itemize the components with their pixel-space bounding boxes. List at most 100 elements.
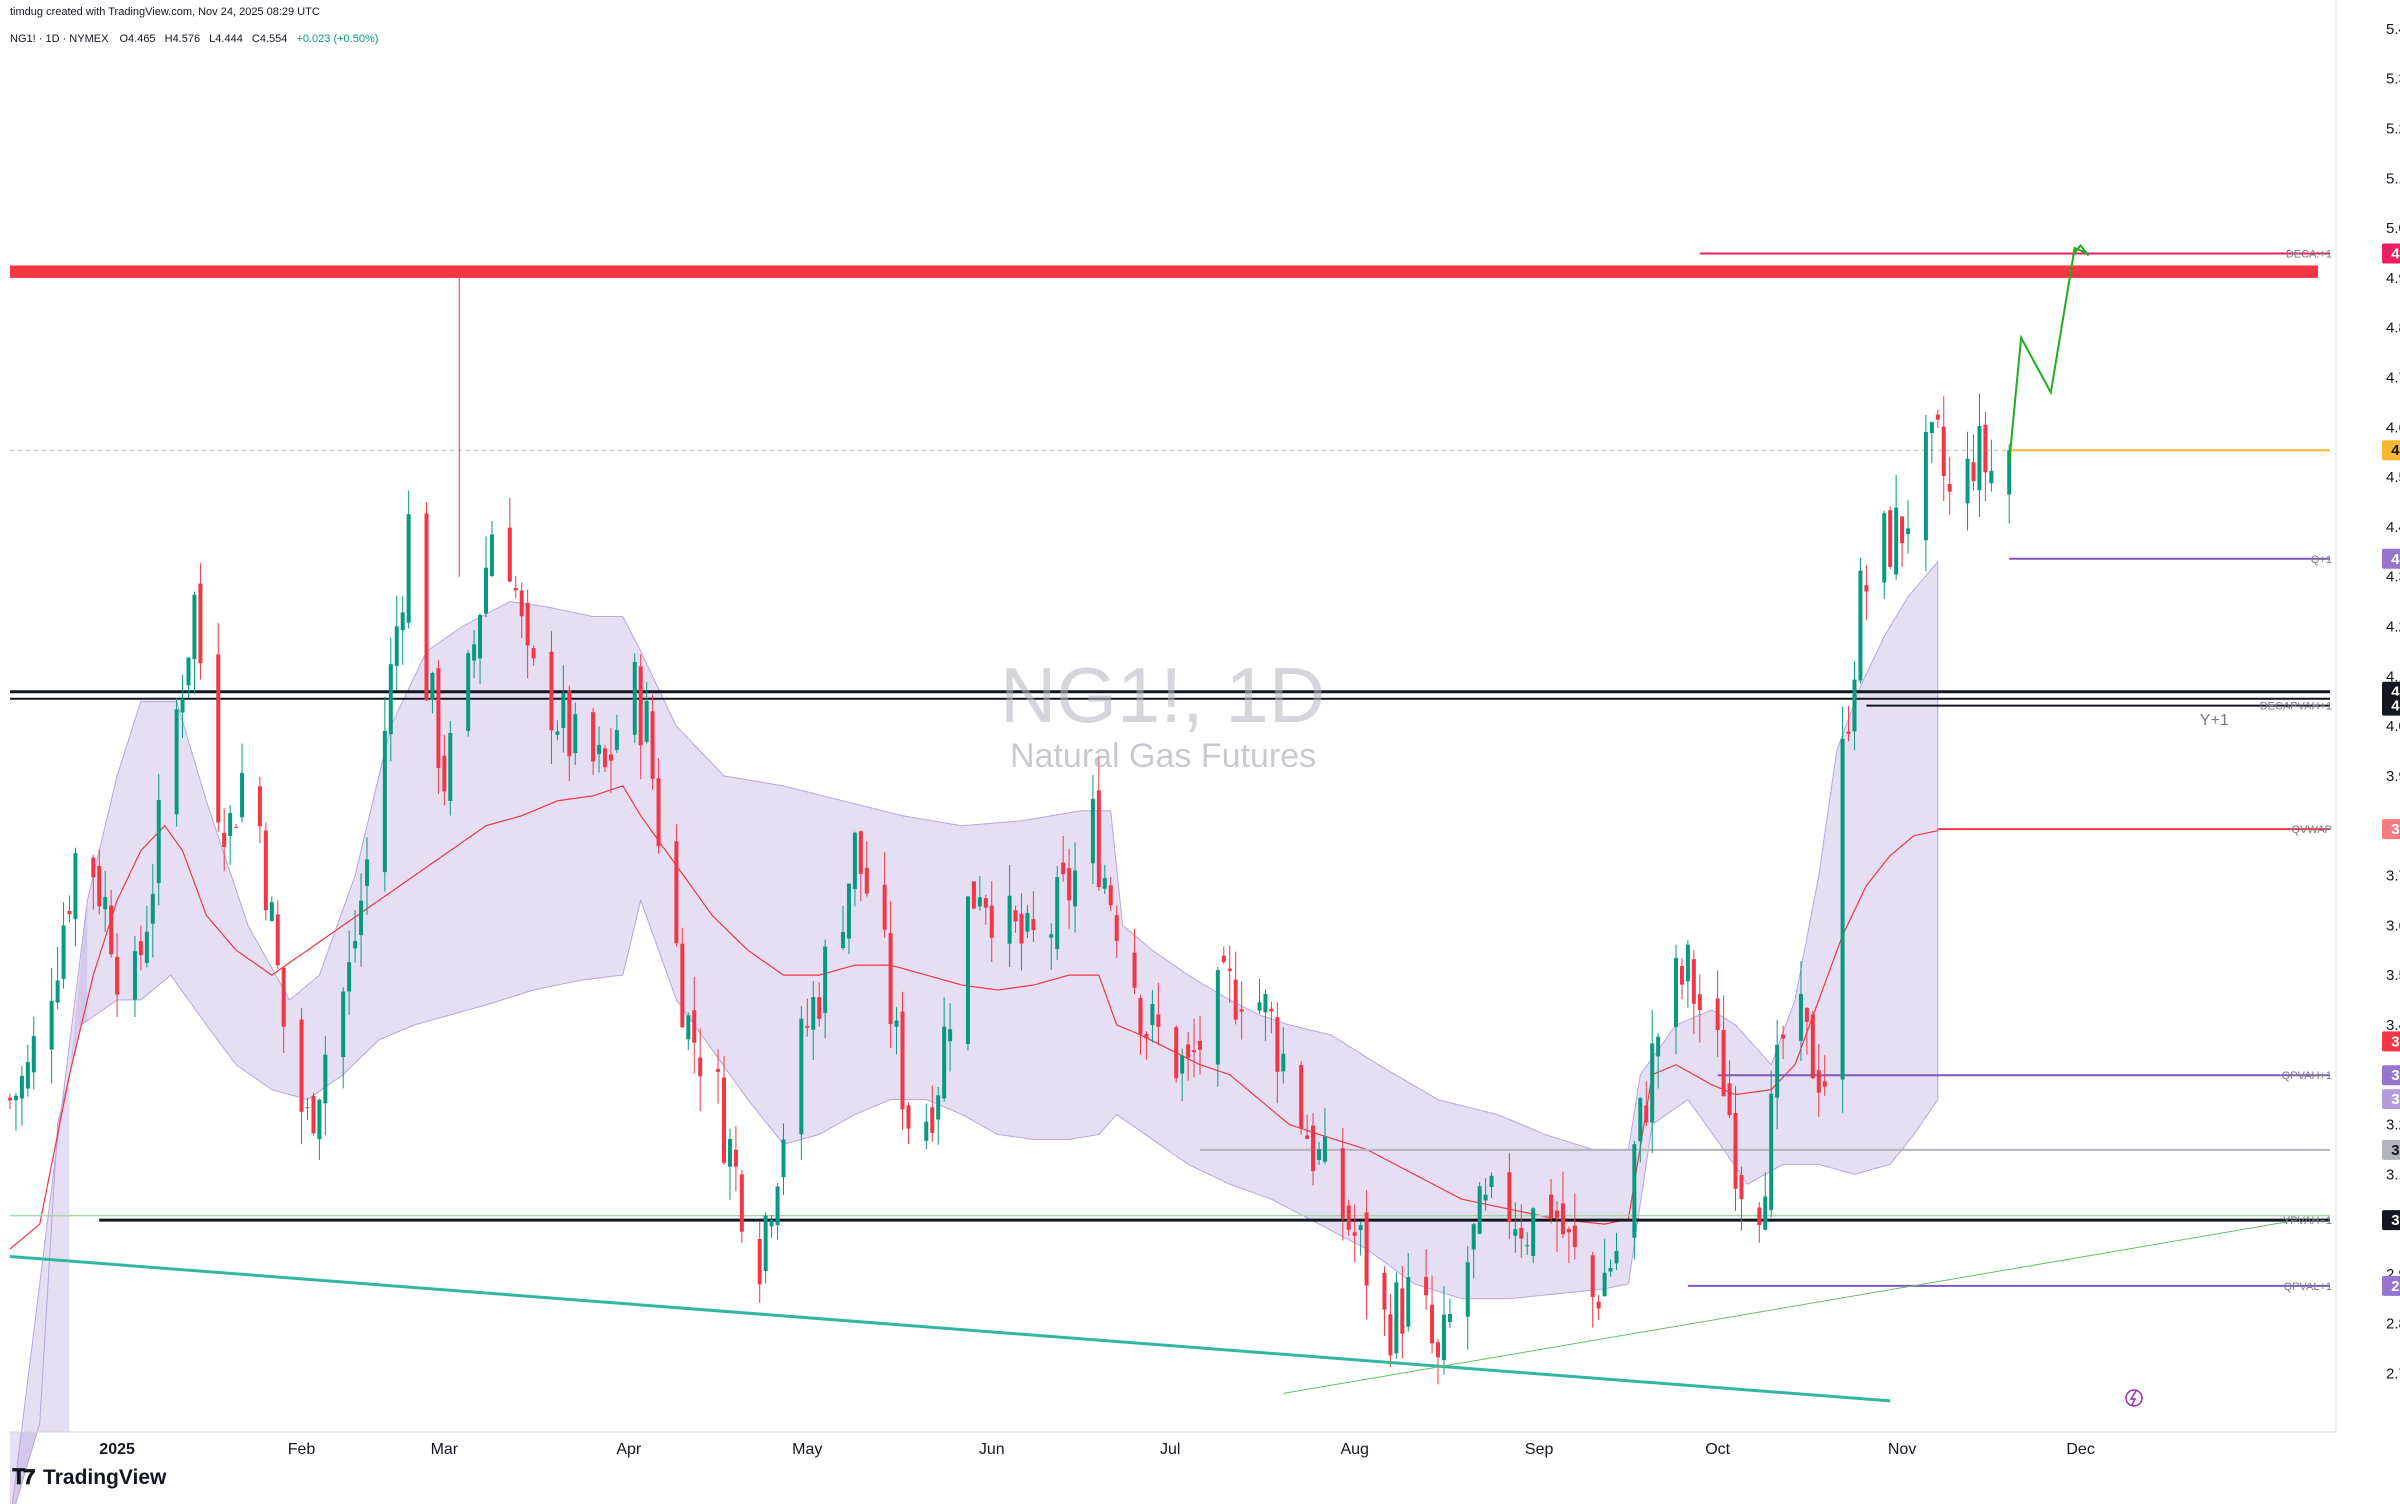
candle-body-315 <box>1882 513 1887 583</box>
candle-body-140 <box>841 932 845 948</box>
candle-body-310 <box>1852 679 1857 732</box>
candle-body-88 <box>531 648 536 659</box>
candle-body-9 <box>61 925 66 979</box>
candle-body-207 <box>1239 1009 1244 1012</box>
price-tick-0: 5.400 <box>2386 21 2400 38</box>
price-badge-2: 4.336 <box>2391 551 2400 568</box>
candle-body-165 <box>989 905 994 938</box>
candle-body-114 <box>686 1015 691 1040</box>
candle-body-276 <box>1650 1043 1655 1123</box>
candle-body-240 <box>1436 1342 1440 1358</box>
candle-body-44 <box>269 902 274 922</box>
candle-body-7 <box>49 1000 54 1050</box>
price-badge-bg-1 <box>2382 440 2400 461</box>
candle-body-122 <box>733 1149 738 1167</box>
vwap-band-area <box>11 560 1939 1504</box>
symbol-info-bar[interactable]: NG1! · 1D · NYMEX O4.465 H4.576 L4.444 C… <box>10 33 378 45</box>
price-tick-8: 4.600 <box>2386 419 2400 436</box>
candle-body-50 <box>305 1107 310 1109</box>
candle-body-247 <box>1477 1186 1482 1234</box>
candle-body-43 <box>263 830 268 911</box>
candle-body-171 <box>1025 912 1030 932</box>
candle-body-281 <box>1679 965 1684 985</box>
price-badge-0: 4.949 <box>2391 245 2400 262</box>
candle-body-116 <box>698 1057 703 1077</box>
candle-body-308 <box>1840 738 1845 1080</box>
level-label-2: Q+1 <box>2311 554 2332 566</box>
candle-body-249 <box>1489 1175 1494 1187</box>
tradingview-logo[interactable]: 𝐓𝟕 TradingView <box>12 1466 166 1490</box>
candle-body-289 <box>1727 1083 1732 1116</box>
lightning-icon <box>2125 1389 2143 1407</box>
candle-body-234 <box>1400 1288 1405 1334</box>
candle-body-322 <box>1923 431 1928 541</box>
candle-body-11 <box>73 853 78 920</box>
candle-body-227 <box>1358 1225 1363 1231</box>
candle-body-282 <box>1685 944 1690 982</box>
price-badge-bg-4 <box>2382 695 2400 716</box>
price-tick-27: 2.700 <box>2386 1366 2400 1383</box>
candle-body-175 <box>1049 934 1054 938</box>
candle-body-319 <box>1906 528 1911 535</box>
candle-body-57 <box>347 962 352 992</box>
candle-body-128 <box>769 1220 774 1227</box>
price-tick-3: 5.100 <box>2386 170 2400 187</box>
candle-body-268 <box>1602 1272 1607 1297</box>
candle-body-253 <box>1513 1229 1518 1236</box>
candle-body-45 <box>275 914 280 966</box>
candle-body-196 <box>1174 1027 1179 1079</box>
candle-body-25 <box>156 799 161 884</box>
candle-body-49 <box>299 1019 304 1112</box>
ohlc-change: +0.023 (+0.50%) <box>296 33 379 45</box>
candle-body-252 <box>1507 1172 1512 1223</box>
candle-body-147 <box>882 884 887 930</box>
vwap-band-layer <box>9 560 1939 1504</box>
candle-body-53 <box>323 1054 328 1104</box>
price-badge-8: 3.251 <box>2391 1091 2400 1108</box>
candle-body-137 <box>823 946 828 1014</box>
candle-body-205 <box>1227 968 1232 971</box>
candle-body-108 <box>650 711 655 779</box>
candle-body-235 <box>1406 1277 1411 1327</box>
candle-body-186 <box>1114 915 1119 941</box>
price-tick-6: 4.800 <box>2386 320 2400 337</box>
ohlc-low: L4.444 <box>209 33 243 45</box>
candle-body-141 <box>846 883 851 939</box>
level-label-5: QVWAP <box>2291 824 2332 836</box>
candle-body-85 <box>513 588 518 591</box>
time-label-2025: 2025 <box>99 1441 135 1458</box>
candle-body-80 <box>484 567 488 614</box>
candle-body-74 <box>448 732 453 802</box>
candle-body-39 <box>240 772 245 818</box>
candle-body-254 <box>1519 1227 1524 1239</box>
candle-body-63 <box>382 730 387 873</box>
candle-body-214 <box>1281 1053 1286 1072</box>
candle-body-17 <box>109 905 114 955</box>
candle-body-273 <box>1632 1144 1637 1238</box>
candle-body-329 <box>1965 458 1970 504</box>
candle-body-290 <box>1733 1112 1738 1189</box>
candle-body-284 <box>1697 994 1702 1011</box>
candle-body-221 <box>1322 1136 1327 1162</box>
price-badge-10: 3.008 <box>2391 1212 2400 1229</box>
price-tick-23: 3.100 <box>2386 1166 2400 1183</box>
candle-body-296 <box>1769 1093 1774 1211</box>
time-label-jul: Jul <box>1160 1441 1180 1458</box>
candle-body-92 <box>555 731 560 735</box>
candle-body-184 <box>1102 877 1107 889</box>
time-axis: 2025 Feb Mar Apr May Jun Jul Aug Sep Oct Nov Dec <box>99 1441 2095 1458</box>
candle-body-71 <box>430 672 435 700</box>
candle-body-182 <box>1090 798 1095 864</box>
candle-body-121 <box>727 1139 732 1167</box>
candle-body-148 <box>888 933 893 1025</box>
projection-path <box>2008 246 2087 463</box>
candle-body-192 <box>1150 1004 1155 1026</box>
candle-body-154 <box>924 1121 929 1141</box>
candle-body-224 <box>1340 1148 1345 1219</box>
candle-body-101 <box>608 754 613 761</box>
candle-body-28 <box>174 709 179 815</box>
candle-body-203 <box>1215 970 1220 1065</box>
price-tick-1: 5.300 <box>2386 71 2400 88</box>
candle-body-91 <box>549 651 554 731</box>
